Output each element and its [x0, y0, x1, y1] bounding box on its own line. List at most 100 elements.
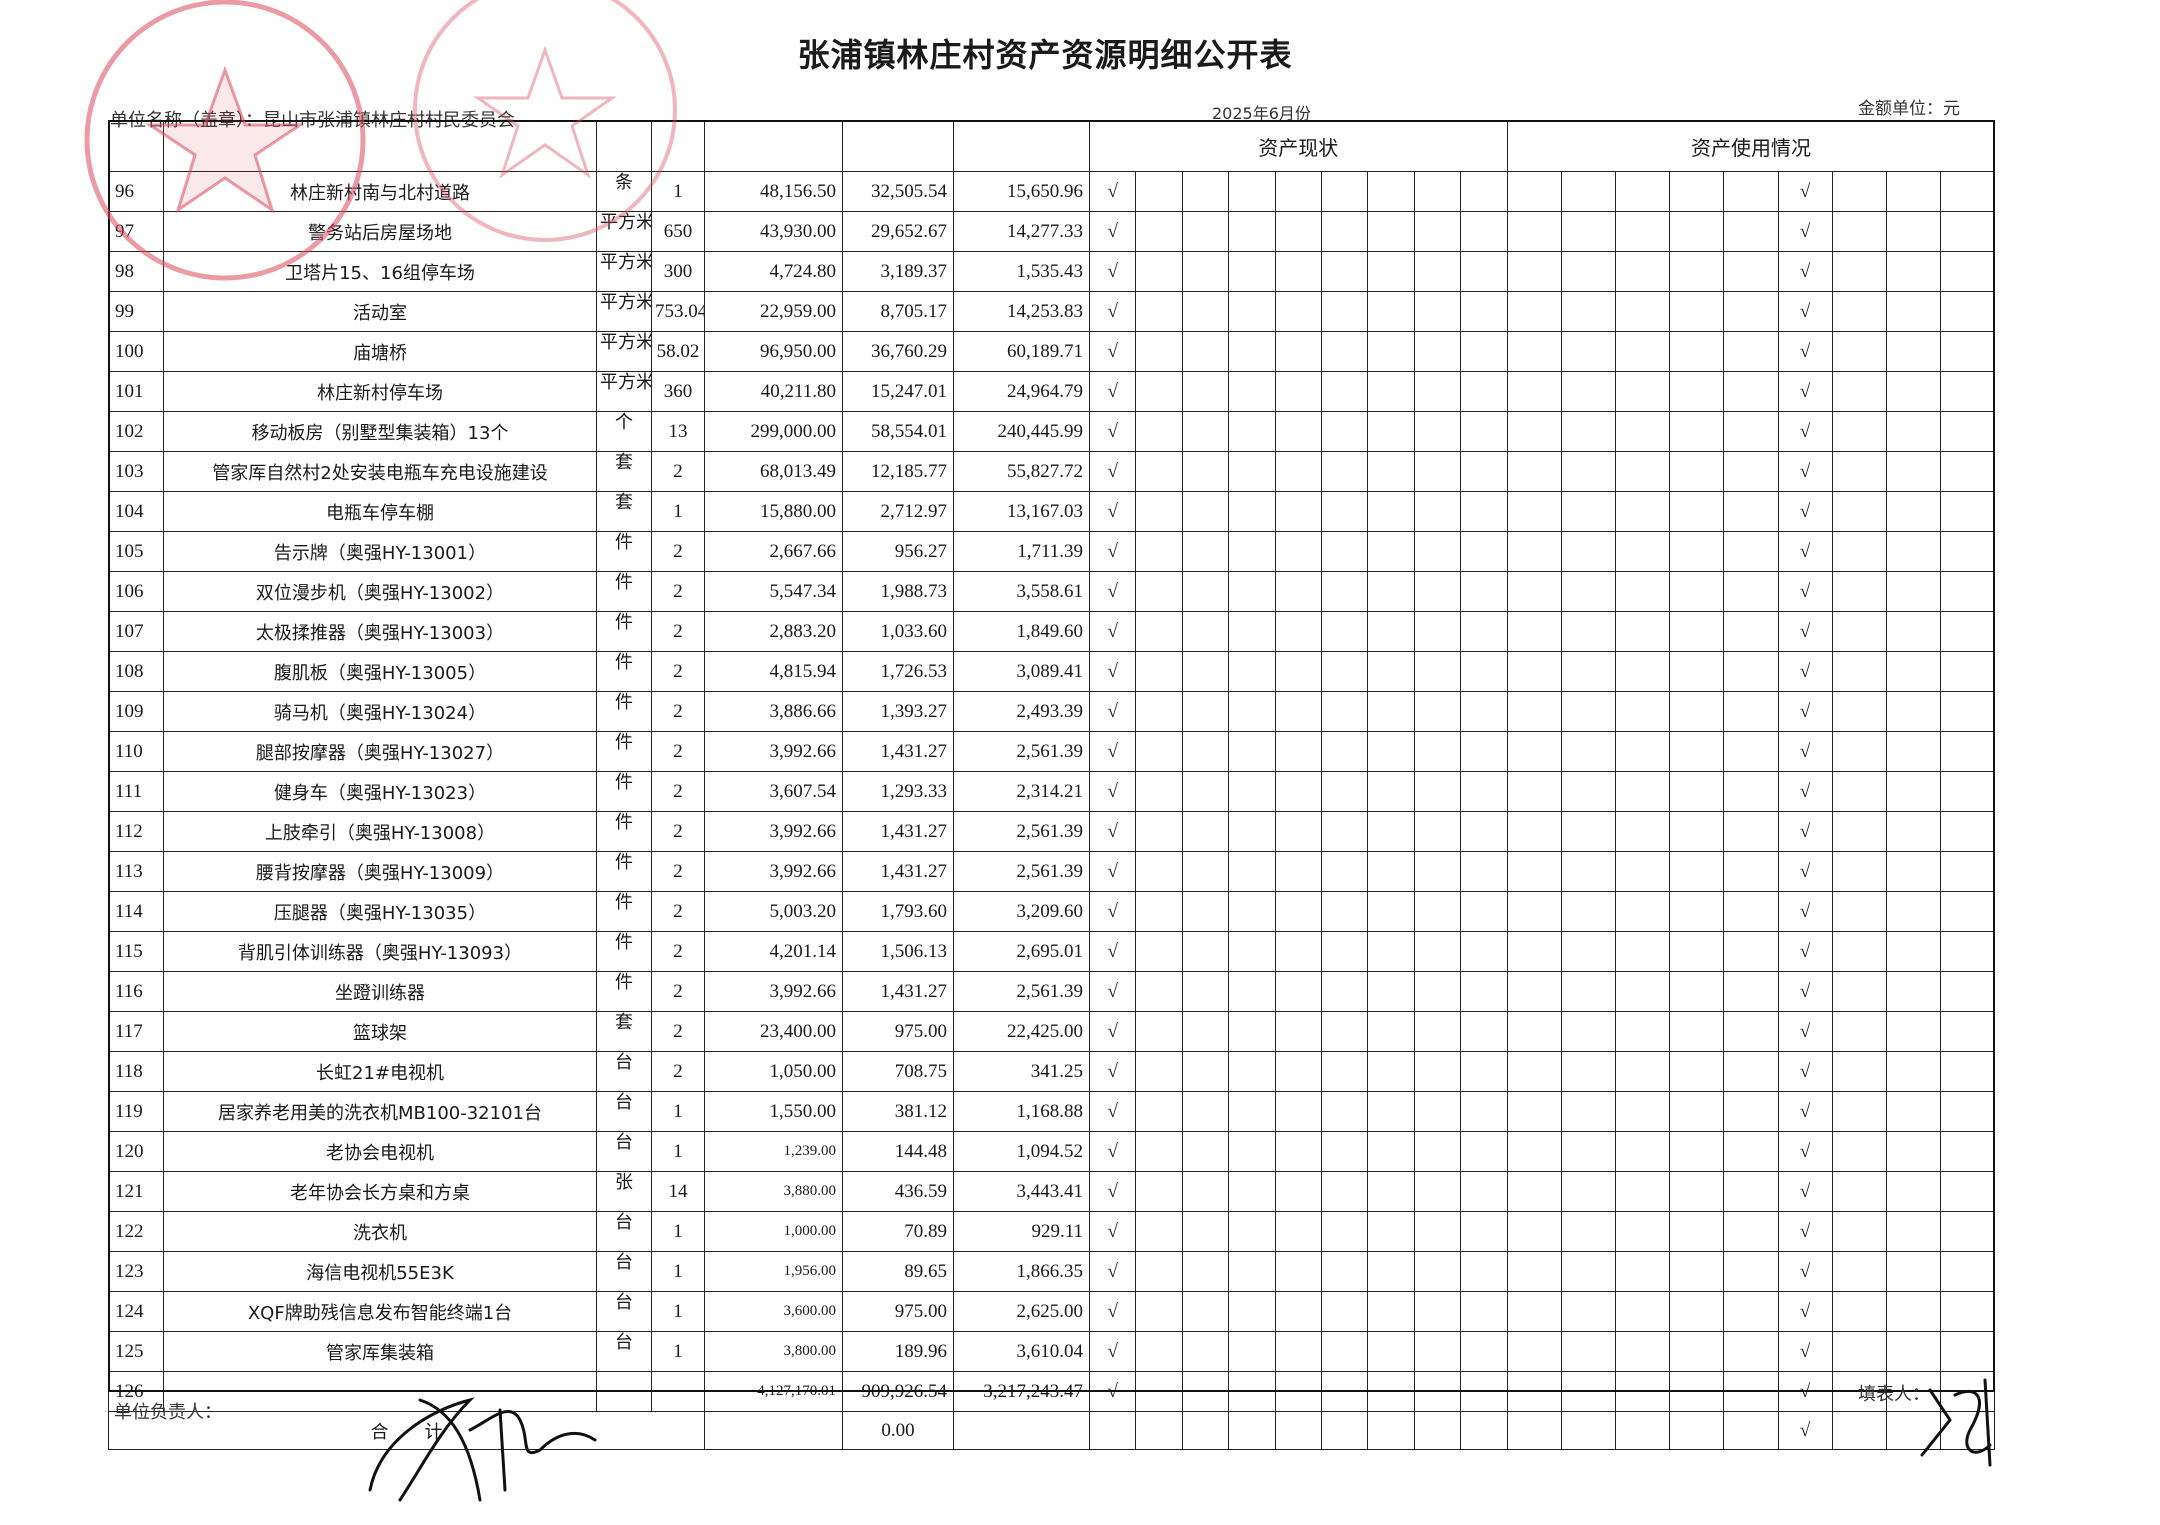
status-cell — [1320, 251, 1369, 292]
usage-cell — [1669, 771, 1725, 812]
status-cell — [1413, 931, 1462, 972]
asset-quantity: 360 — [651, 371, 705, 412]
usage-cell — [1506, 1211, 1562, 1252]
status-cell — [1181, 1251, 1230, 1292]
table-row: 102 移动板房（别墅型集装箱）13个个 13 299,000.00 58,554.01… — [108, 411, 1996, 452]
status-cell — [1367, 1251, 1415, 1292]
usage-check-cell: √ — [1777, 811, 1833, 852]
row-number: 101 — [108, 371, 164, 412]
usage-cell — [1940, 1411, 1996, 1450]
depreciation-value: 1,793.60 — [842, 891, 954, 932]
usage-cell — [1885, 971, 1942, 1012]
asset-unit: 台 — [596, 1331, 652, 1372]
asset-quantity: 1 — [651, 1251, 705, 1292]
status-cell — [1135, 811, 1183, 852]
usage-cell — [1614, 731, 1671, 772]
table-row: 98 卫塔片15、16组停车场 平方米 300 4,724.80 3,189.37 1,53… — [108, 251, 1996, 292]
usage-cell — [1831, 1131, 1887, 1172]
usage-cell — [1831, 251, 1887, 292]
status-cell — [1181, 971, 1230, 1012]
original-value: 1,239.00 — [704, 1131, 843, 1172]
usage-cell — [1723, 251, 1779, 292]
status-check-cell: √ — [1088, 1171, 1137, 1212]
header-cell — [108, 120, 164, 172]
status-cell — [1274, 1291, 1322, 1332]
usage-cell — [1560, 1411, 1616, 1450]
asset-unit: 平方米 — [596, 331, 652, 372]
status-cell — [1320, 171, 1369, 212]
original-value: 1,000.00 — [704, 1211, 843, 1252]
depreciation-value: 3,189.37 — [842, 251, 954, 292]
usage-cell — [1560, 1011, 1616, 1052]
usage-cell — [1506, 411, 1562, 452]
usage-cell — [1885, 731, 1942, 772]
usage-cell — [1669, 931, 1725, 972]
row-number: 122 — [108, 1211, 164, 1252]
usage-cell — [1506, 291, 1562, 332]
usage-cell — [1723, 411, 1779, 452]
usage-cell — [1723, 691, 1779, 732]
status-cell — [1274, 491, 1322, 532]
usage-cell — [1669, 651, 1725, 692]
row-number: 96 — [108, 171, 164, 212]
status-cell — [1181, 371, 1230, 412]
header-asset-usage: 资产使用情况 — [1506, 120, 1996, 172]
original-value: 40,211.80 — [704, 371, 843, 412]
usage-cell — [1723, 171, 1779, 212]
usage-cell — [1560, 811, 1616, 852]
status-cell — [1413, 171, 1462, 212]
original-value: 1,956.00 — [704, 1251, 843, 1292]
status-cell — [1181, 571, 1230, 612]
usage-cell — [1614, 211, 1671, 252]
depreciation-value: 975.00 — [842, 1291, 954, 1332]
depreciation-value: 70.89 — [842, 1211, 954, 1252]
usage-cell — [1560, 731, 1616, 772]
usage-check-cell: √ — [1777, 1411, 1833, 1450]
status-cell — [1320, 651, 1369, 692]
table-row: 110 腿部按摩器（奥强HY-13027）件 2 3,992.66 1,431.27 2,… — [108, 731, 1996, 772]
status-cell — [1274, 331, 1322, 372]
depreciation-value: 32,505.54 — [842, 171, 954, 212]
asset-unit: 件 — [596, 971, 652, 1012]
asset-name: 庙塘桥 — [163, 331, 597, 372]
status-cell — [1274, 1171, 1322, 1212]
status-cell — [1228, 291, 1276, 332]
asset-unit: 件 — [596, 611, 652, 652]
depreciation-value: 8,705.17 — [842, 291, 954, 332]
status-cell — [1413, 1011, 1462, 1052]
status-cell — [1088, 1411, 1137, 1450]
asset-quantity — [651, 1371, 705, 1412]
usage-cell — [1560, 451, 1616, 492]
usage-cell — [1506, 211, 1562, 252]
usage-cell — [1614, 931, 1671, 972]
table-row: 123 海信电视机55E3K 台 1 1,956.00 89.65 1,866.35 √ √ — [108, 1251, 1996, 1292]
usage-cell — [1669, 291, 1725, 332]
depreciation-value: 1,431.27 — [842, 731, 954, 772]
depreciation-value: 381.12 — [842, 1091, 954, 1132]
status-cell — [1460, 291, 1508, 332]
status-cell — [1181, 411, 1230, 452]
status-cell — [1460, 651, 1508, 692]
usage-cell — [1723, 1411, 1779, 1450]
status-cell — [1228, 571, 1276, 612]
usage-check-cell: √ — [1777, 411, 1833, 452]
usage-cell — [1723, 1131, 1779, 1172]
table-header-row: 资产现状 资产使用情况 — [108, 120, 1996, 172]
usage-cell — [1885, 571, 1942, 612]
status-check-cell: √ — [1088, 371, 1137, 412]
usage-cell — [1669, 171, 1725, 212]
status-cell — [1228, 851, 1276, 892]
status-check-cell: √ — [1088, 531, 1137, 572]
net-value: 3,089.41 — [953, 651, 1090, 692]
status-cell — [1367, 371, 1415, 412]
status-cell — [1413, 1171, 1462, 1212]
original-value: 1,550.00 — [704, 1091, 843, 1132]
status-cell — [1135, 571, 1183, 612]
status-cell — [1367, 1211, 1415, 1252]
status-cell — [1460, 971, 1508, 1012]
status-cell — [1274, 611, 1322, 652]
usage-cell — [1831, 1331, 1887, 1372]
status-cell — [1460, 691, 1508, 732]
asset-unit: 台 — [596, 1251, 652, 1292]
status-cell — [1320, 731, 1369, 772]
